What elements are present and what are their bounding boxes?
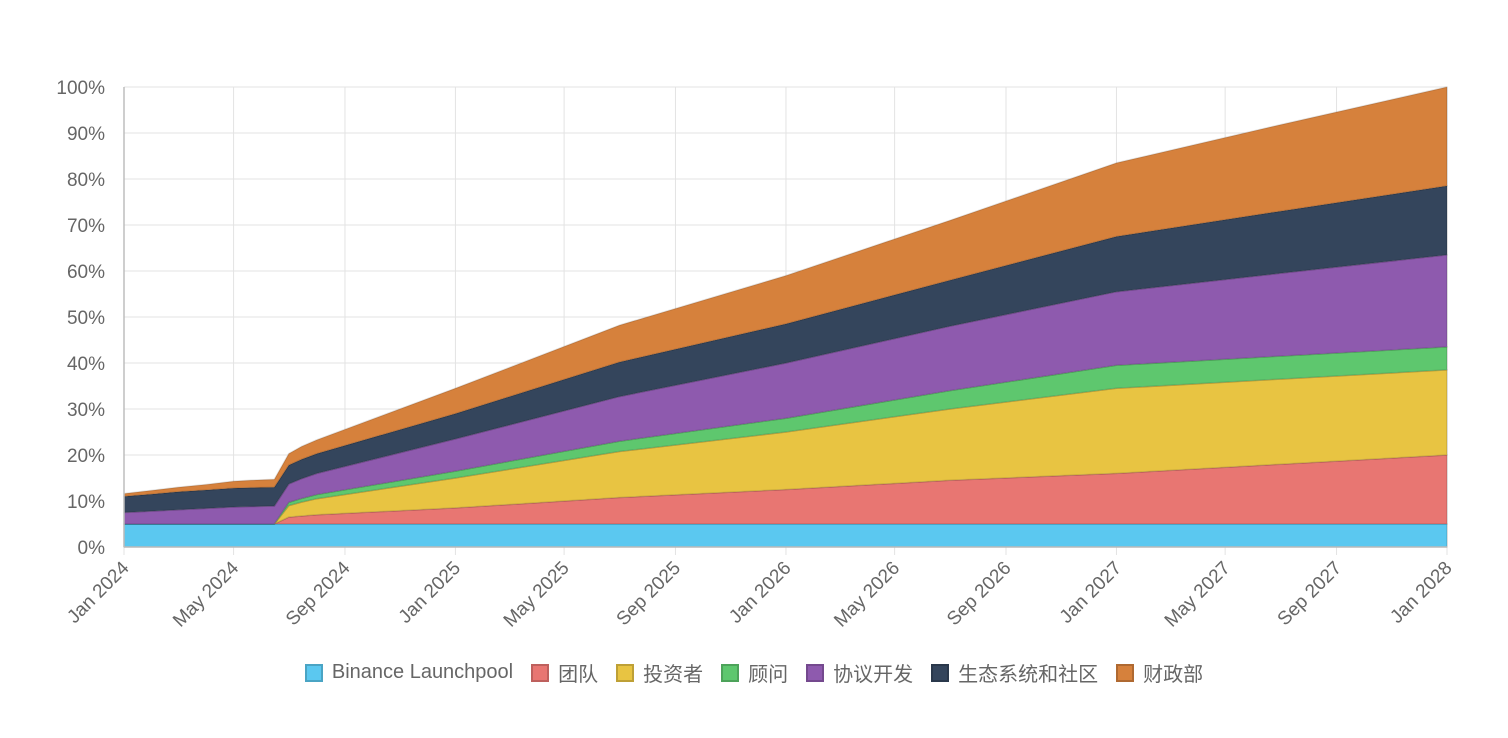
legend-item[interactable]: 顾问 <box>721 658 788 687</box>
x-tick-label: May 2026 <box>830 558 904 632</box>
legend-swatch <box>616 663 635 682</box>
legend-item[interactable]: 生态系统和社区 <box>931 658 1098 687</box>
y-tick-label: 30% <box>67 400 105 421</box>
legend-label: 顾问 <box>748 664 789 686</box>
legend-label: 协议开发 <box>833 664 914 686</box>
legend-label: 财政部 <box>1143 664 1204 686</box>
legend-item[interactable]: 协议开发 <box>806 658 913 687</box>
x-tick-label: Jan 2025 <box>395 558 465 628</box>
y-tick-label: 80% <box>67 170 105 191</box>
x-tick-label: Sep 2027 <box>1274 558 1346 630</box>
x-tick-label: May 2027 <box>1161 558 1235 632</box>
x-tick-label: Sep 2026 <box>943 558 1015 630</box>
y-tick-label: 50% <box>67 308 105 329</box>
legend-swatch <box>1116 663 1135 682</box>
x-tick-label: Jan 2024 <box>63 557 133 627</box>
legend-item[interactable]: 财政部 <box>1116 658 1203 687</box>
legend-swatch <box>531 663 550 682</box>
legend-label: 投资者 <box>643 664 704 686</box>
y-tick-label: 0% <box>78 538 106 559</box>
legend-item[interactable]: 团队 <box>531 658 598 687</box>
legend-swatch <box>721 663 740 682</box>
x-axis-tick-labels: Jan 2024 May 2024 Sep 2024 Jan 2025 May 2025… <box>63 557 1456 631</box>
legend-swatch <box>304 663 323 682</box>
legend-label: Binance Launchpool <box>331 661 514 683</box>
legend-swatch <box>931 663 950 682</box>
x-tick-label: Jan 2028 <box>1386 558 1456 628</box>
legend-item[interactable]: 投资者 <box>616 658 703 687</box>
y-tick-label: 90% <box>67 124 105 145</box>
y-tick-label: 100% <box>56 78 105 99</box>
x-tick-label: May 2025 <box>500 558 574 632</box>
y-axis-tick-labels: 0% 10% 20% 30% 40% 50% 60% 70% 80% 90% 100% <box>56 78 105 559</box>
area-series-Binance Launchpool <box>123 523 1448 548</box>
x-tick-label: Jan 2026 <box>725 558 795 628</box>
legend-swatch <box>806 663 825 682</box>
x-tick-label: Sep 2024 <box>282 557 355 630</box>
area-series <box>123 86 1448 548</box>
y-tick-label: 40% <box>67 354 105 375</box>
y-tick-label: 70% <box>67 216 105 237</box>
axes <box>123 87 1447 548</box>
x-tick-label: Sep 2025 <box>613 558 685 630</box>
chart-legend: Binance Launchpool 团队 投资者 顾问 协议开发 生态系统和社区 财政部 <box>0 658 1508 687</box>
legend-label: 团队 <box>558 664 599 686</box>
x-tick-label: Jan 2027 <box>1056 558 1126 628</box>
legend-label: 生态系统和社区 <box>958 664 1099 686</box>
y-tick-label: 10% <box>67 492 105 513</box>
y-tick-label: 20% <box>67 446 105 467</box>
legend-item[interactable]: Binance Launchpool <box>304 661 514 684</box>
area-series-财政部 <box>123 86 1448 498</box>
area-series-协议开发 <box>123 254 1448 525</box>
y-tick-label: 60% <box>67 262 105 283</box>
x-tick-label: May 2024 <box>169 557 243 631</box>
